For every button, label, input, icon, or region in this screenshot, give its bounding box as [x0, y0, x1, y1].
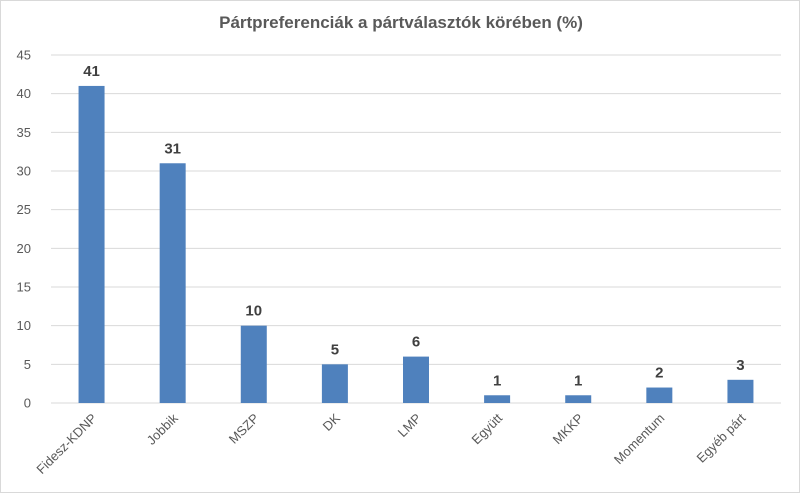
- data-label: 31: [164, 140, 181, 157]
- bar: [484, 395, 511, 403]
- data-label: 6: [412, 334, 420, 351]
- category-label: Együtt: [469, 410, 506, 447]
- bar: [727, 379, 754, 403]
- chart-title: Pártpreferenciák a pártválasztók körében…: [219, 13, 583, 32]
- y-tick-label: 25: [17, 202, 31, 217]
- y-tick-label: 40: [17, 86, 31, 101]
- data-label: 1: [493, 372, 501, 389]
- data-label: 41: [83, 63, 100, 80]
- y-tick-label: 20: [17, 241, 31, 256]
- y-tick-label: 35: [17, 125, 31, 140]
- bar: [78, 85, 105, 403]
- category-label: Egyéb párt: [693, 410, 748, 465]
- category-label: DK: [320, 410, 344, 434]
- category-label: Jobbik: [144, 410, 182, 448]
- data-label: 3: [736, 357, 744, 374]
- category-label: Fidesz-KDNP: [33, 411, 99, 477]
- bar: [565, 395, 592, 403]
- data-label: 10: [245, 303, 262, 320]
- category-label: Momentum: [611, 411, 668, 468]
- bar: [646, 387, 673, 403]
- bar: [321, 364, 348, 403]
- category-label: MSZP: [226, 411, 262, 447]
- bar: [240, 325, 267, 403]
- y-tick-label: 0: [24, 396, 31, 411]
- y-tick-label: 10: [17, 318, 31, 333]
- y-tick-label: 30: [17, 164, 31, 179]
- y-tick-label: 15: [17, 280, 31, 295]
- bar: [159, 163, 186, 403]
- y-tick-label: 5: [24, 357, 31, 372]
- bar: [403, 356, 429, 403]
- data-label: 5: [331, 341, 339, 358]
- category-label: MKKP: [550, 411, 587, 448]
- data-label: 2: [655, 365, 663, 382]
- data-label: 1: [574, 372, 582, 389]
- category-label: LMP: [395, 411, 425, 441]
- y-tick-label: 45: [17, 48, 31, 63]
